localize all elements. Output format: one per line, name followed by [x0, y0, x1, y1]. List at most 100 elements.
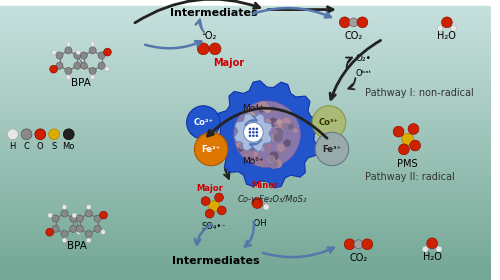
Circle shape: [398, 144, 409, 155]
Circle shape: [284, 108, 288, 113]
Circle shape: [256, 104, 264, 112]
Circle shape: [362, 239, 372, 250]
Circle shape: [408, 123, 419, 134]
Circle shape: [247, 118, 254, 125]
Text: Mo: Mo: [62, 142, 75, 151]
Circle shape: [64, 129, 74, 140]
Circle shape: [85, 210, 92, 217]
Circle shape: [287, 125, 292, 129]
Text: PMS: PMS: [398, 159, 418, 169]
Circle shape: [248, 131, 251, 134]
Circle shape: [56, 62, 63, 69]
Circle shape: [255, 102, 264, 111]
Circle shape: [252, 134, 254, 137]
Text: C: C: [24, 142, 30, 151]
Circle shape: [269, 159, 278, 169]
Circle shape: [252, 198, 262, 208]
Circle shape: [264, 119, 272, 126]
Circle shape: [52, 50, 57, 55]
Circle shape: [8, 129, 18, 140]
Text: Intermediates: Intermediates: [170, 8, 258, 18]
Circle shape: [238, 143, 244, 149]
Circle shape: [437, 25, 443, 31]
Circle shape: [354, 240, 363, 249]
Circle shape: [101, 230, 105, 234]
Circle shape: [264, 124, 272, 133]
Circle shape: [268, 118, 278, 127]
Text: H₂O: H₂O: [422, 252, 442, 262]
Text: ¹O₂: ¹O₂: [202, 31, 217, 41]
Circle shape: [66, 75, 70, 80]
Text: SO₄•⁻: SO₄•⁻: [202, 222, 226, 231]
Text: O₂•: O₂•: [356, 54, 372, 63]
Circle shape: [252, 144, 256, 149]
Circle shape: [274, 132, 283, 142]
Circle shape: [66, 42, 70, 46]
Circle shape: [248, 134, 251, 137]
Circle shape: [70, 225, 77, 232]
Circle shape: [98, 52, 105, 59]
Circle shape: [70, 215, 77, 222]
Circle shape: [249, 118, 258, 127]
Polygon shape: [214, 81, 320, 188]
Circle shape: [288, 123, 294, 129]
Circle shape: [56, 52, 63, 59]
Circle shape: [312, 106, 346, 139]
Text: Oᵇᵃᵗ: Oᵇᵃᵗ: [356, 69, 372, 78]
Circle shape: [273, 130, 278, 134]
Circle shape: [252, 156, 258, 162]
Circle shape: [442, 17, 452, 28]
Circle shape: [35, 129, 45, 140]
Circle shape: [248, 136, 254, 142]
Circle shape: [284, 139, 291, 147]
Circle shape: [104, 67, 110, 71]
Text: Minor: Minor: [252, 181, 279, 190]
Text: Pathway II: radical: Pathway II: radical: [366, 172, 455, 181]
Circle shape: [276, 119, 282, 125]
Text: Pathway I: non-radical: Pathway I: non-radical: [366, 88, 474, 98]
Circle shape: [316, 132, 348, 166]
Circle shape: [274, 159, 282, 168]
Circle shape: [214, 193, 224, 202]
Circle shape: [254, 155, 262, 163]
Circle shape: [74, 52, 81, 59]
Circle shape: [277, 147, 284, 154]
Circle shape: [410, 140, 420, 151]
Circle shape: [194, 132, 228, 166]
Circle shape: [244, 125, 254, 135]
Circle shape: [248, 143, 256, 151]
Text: H₂O: H₂O: [438, 31, 456, 41]
Circle shape: [248, 157, 254, 162]
Circle shape: [255, 154, 259, 158]
Circle shape: [268, 156, 274, 162]
Text: ·OH: ·OH: [252, 219, 267, 228]
Circle shape: [100, 211, 108, 219]
Text: BPA: BPA: [70, 78, 90, 88]
Circle shape: [249, 126, 255, 132]
Circle shape: [48, 129, 60, 140]
Text: CO₂: CO₂: [344, 31, 362, 41]
Circle shape: [255, 120, 264, 128]
Circle shape: [218, 206, 226, 215]
Text: Mo⁴⁺: Mo⁴⁺: [242, 104, 264, 113]
Circle shape: [244, 139, 252, 146]
Circle shape: [238, 146, 244, 152]
Circle shape: [248, 112, 256, 120]
Circle shape: [246, 150, 254, 157]
Circle shape: [256, 128, 258, 130]
Circle shape: [340, 17, 350, 28]
Circle shape: [272, 108, 278, 114]
Circle shape: [244, 123, 263, 142]
Circle shape: [65, 47, 72, 54]
Circle shape: [426, 238, 438, 249]
Circle shape: [282, 117, 290, 126]
Circle shape: [262, 141, 272, 151]
Circle shape: [76, 50, 80, 55]
Circle shape: [258, 159, 266, 167]
Circle shape: [278, 148, 285, 156]
Circle shape: [48, 213, 52, 218]
Circle shape: [21, 129, 32, 140]
Text: BPA: BPA: [66, 241, 86, 251]
Circle shape: [248, 121, 254, 127]
Circle shape: [274, 122, 278, 127]
